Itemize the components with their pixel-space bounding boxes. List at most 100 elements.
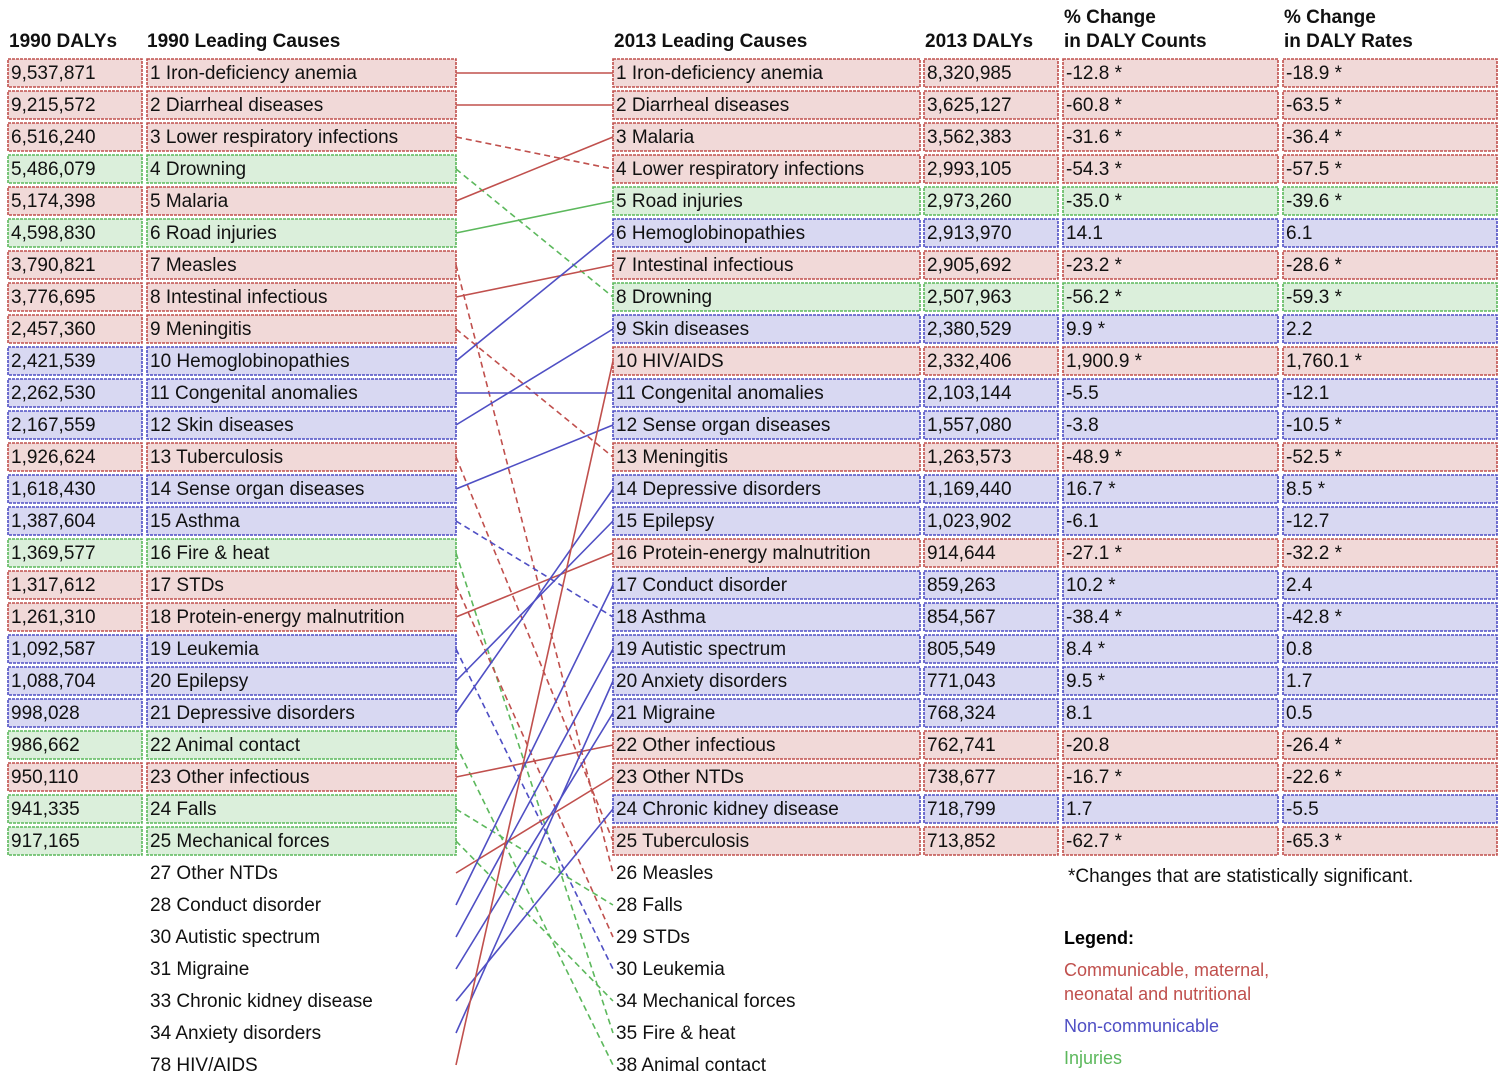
cell-box xyxy=(7,58,143,88)
cell-box xyxy=(1062,186,1279,216)
cell-box xyxy=(7,634,143,664)
daly-1990: 3,790,821 xyxy=(11,255,96,276)
legend: Legend: Communicable, maternal, neonatal… xyxy=(1064,926,1324,1078)
daly-2013: 738,677 xyxy=(927,767,996,788)
cause-1990: 12 Skin diseases xyxy=(150,415,294,436)
cell-box xyxy=(923,154,1059,184)
cell-box xyxy=(1282,250,1498,280)
daly-2013: 2,973,260 xyxy=(927,191,1012,212)
daly-1990: 6,516,240 xyxy=(11,127,96,148)
connector xyxy=(455,456,614,842)
cause-1990: 23 Other infectious xyxy=(150,767,309,788)
cell-box xyxy=(146,250,457,280)
daly-2013: 859,263 xyxy=(927,575,996,596)
cell-box xyxy=(612,410,921,440)
cause-2013: 12 Sense organ diseases xyxy=(616,415,830,436)
daly-1990: 9,537,871 xyxy=(11,63,96,84)
cell-box xyxy=(146,58,457,88)
change-rates: -5.5 xyxy=(1286,799,1319,820)
cell-box xyxy=(7,410,143,440)
daly-2013: 854,567 xyxy=(927,607,996,628)
change-rates: -32.2 * xyxy=(1286,543,1343,564)
cell-box xyxy=(612,634,921,664)
cause-2013: 15 Epilepsy xyxy=(616,511,715,532)
connector xyxy=(455,200,614,234)
connector xyxy=(455,136,614,202)
daly-2013: 1,263,573 xyxy=(927,447,1012,468)
cause-2013: 2 Diarrheal diseases xyxy=(616,95,789,116)
cell-box xyxy=(612,154,921,184)
cell-box xyxy=(923,346,1059,376)
cell-box xyxy=(1282,794,1498,824)
cause-1990: 28 Conduct disorder xyxy=(150,895,322,916)
daly-2013: 718,799 xyxy=(927,799,996,820)
cell-box xyxy=(612,218,921,248)
cause-1990: 78 HIV/AIDS xyxy=(150,1055,258,1076)
change-counts: 9.5 * xyxy=(1066,671,1106,692)
cause-2013: 3 Malaria xyxy=(616,127,695,148)
cell-box xyxy=(612,58,921,88)
cell-box xyxy=(1062,410,1279,440)
change-rates: 0.8 xyxy=(1286,639,1312,660)
cause-1990: 2 Diarrheal diseases xyxy=(150,95,323,116)
cause-2013: 1 Iron-deficiency anemia xyxy=(616,63,823,84)
daly-1990: 1,618,430 xyxy=(11,479,96,500)
daly-1990: 950,110 xyxy=(11,767,78,788)
cell-box xyxy=(1062,602,1279,632)
cause-1990: 21 Depressive disorders xyxy=(150,703,355,724)
daly-2013: 768,324 xyxy=(927,703,996,724)
cause-1990: 31 Migraine xyxy=(150,959,249,980)
change-counts: -16.7 * xyxy=(1066,767,1123,788)
cell-box xyxy=(7,154,143,184)
cell-box xyxy=(923,314,1059,344)
connector xyxy=(455,648,614,938)
connector xyxy=(455,232,614,362)
cause-2013: 16 Protein-energy malnutrition xyxy=(616,543,871,564)
daly-2013: 2,380,529 xyxy=(927,319,1012,340)
daly-2013: 914,644 xyxy=(927,543,996,564)
daly-2013: 762,741 xyxy=(927,735,996,756)
cell-box xyxy=(923,186,1059,216)
cause-2013: 35 Fire & heat xyxy=(616,1023,736,1044)
cause-1990: 16 Fire & heat xyxy=(150,543,270,564)
cell-box xyxy=(612,602,921,632)
change-counts: -60.8 * xyxy=(1066,95,1123,116)
cell-box xyxy=(1062,442,1279,472)
legend-title: Legend: xyxy=(1064,928,1134,948)
cell-box xyxy=(1282,634,1498,664)
cell-box xyxy=(7,122,143,152)
cell-box xyxy=(7,762,143,792)
daly-1990: 986,662 xyxy=(11,735,80,756)
cell-box xyxy=(612,826,921,856)
cell-box xyxy=(146,474,457,504)
cell-box xyxy=(146,378,457,408)
header: % Change xyxy=(1284,7,1376,28)
cell-box xyxy=(7,282,143,312)
change-counts: -20.8 xyxy=(1066,735,1109,756)
cell-box xyxy=(1282,90,1498,120)
cell-box xyxy=(146,698,457,728)
daly-1990: 1,369,577 xyxy=(11,543,96,564)
daly-1990: 2,262,530 xyxy=(11,383,96,404)
daly-1990: 1,092,587 xyxy=(11,639,96,660)
cell-box xyxy=(146,538,457,568)
change-rates: -63.5 * xyxy=(1286,95,1343,116)
cause-2013: 9 Skin diseases xyxy=(616,319,749,340)
change-counts: -35.0 * xyxy=(1066,191,1123,212)
connector xyxy=(455,776,614,874)
cell-box xyxy=(146,346,457,376)
cell-box xyxy=(7,346,143,376)
cell-box xyxy=(1062,378,1279,408)
daly-1990: 3,776,695 xyxy=(11,287,96,308)
cause-2013: 19 Autistic spectrum xyxy=(616,639,786,660)
connector xyxy=(455,680,614,1034)
daly-2013: 2,905,692 xyxy=(927,255,1012,276)
change-rates: -36.4 * xyxy=(1286,127,1343,148)
cell-box xyxy=(923,794,1059,824)
daly-1990: 1,088,704 xyxy=(11,671,96,692)
connector xyxy=(455,488,614,714)
cause-1990: 25 Mechanical forces xyxy=(150,831,330,852)
header: 2013 DALYs xyxy=(925,31,1033,52)
change-counts: 8.4 * xyxy=(1066,639,1106,660)
cause-1990: 33 Chronic kidney disease xyxy=(150,991,373,1012)
